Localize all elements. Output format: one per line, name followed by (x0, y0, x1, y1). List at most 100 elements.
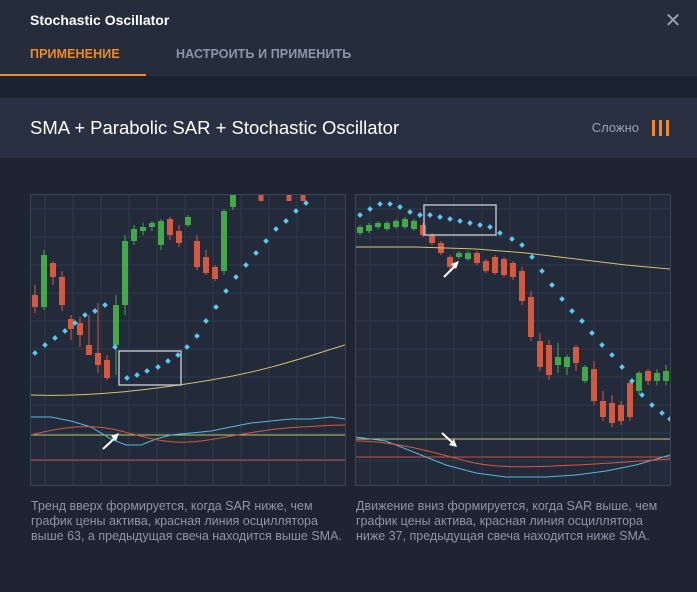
highlight-box (423, 204, 497, 236)
candle (654, 373, 660, 381)
candle (627, 383, 633, 417)
sar-dot (387, 201, 393, 207)
candle (501, 259, 507, 275)
sar-dot (82, 312, 88, 318)
sar-dot (273, 226, 279, 232)
sar-dot (569, 308, 575, 314)
oscillator-fast-line (356, 436, 670, 478)
sar-dot (467, 220, 473, 226)
example-caption-downtrend: Движение вниз формируется, когда SAR выш… (356, 499, 658, 543)
candle (429, 235, 435, 243)
candle (41, 255, 47, 307)
sar-dot (233, 274, 239, 280)
candle (546, 345, 552, 375)
candle (510, 263, 516, 277)
candle (95, 353, 101, 365)
candle (375, 223, 381, 227)
close-icon[interactable]: ✕ (664, 10, 682, 32)
window-header: Stochastic Oscillator ✕ ПРИМЕНЕНИЕ НАСТР… (0, 0, 697, 76)
sar-dot (144, 368, 150, 374)
sar-dot (539, 268, 545, 274)
candle (591, 369, 597, 401)
sma-line (356, 246, 670, 270)
sar-dot (243, 262, 249, 268)
candle (86, 345, 92, 355)
sar-dot (357, 212, 363, 218)
candle (384, 223, 390, 229)
sar-dot (213, 304, 219, 310)
sar-dot (165, 358, 171, 364)
sar-dot (102, 302, 108, 308)
sar-dot (559, 296, 565, 302)
sar-dot (194, 333, 200, 339)
active-tab-indicator (0, 74, 146, 76)
sar-dot (589, 330, 595, 336)
candle (203, 257, 209, 273)
sar-dot (263, 238, 269, 244)
candle (212, 267, 218, 279)
candle (555, 357, 561, 365)
candle (492, 257, 498, 273)
sar-dot (667, 416, 670, 422)
sar-dot (629, 378, 635, 384)
example-chart-uptrend (30, 194, 346, 486)
sar-dot (447, 216, 453, 222)
candle (140, 227, 146, 231)
candle (573, 347, 579, 363)
candle (131, 229, 137, 241)
candle (158, 221, 164, 245)
candle (167, 219, 173, 235)
tab-configure-and-apply[interactable]: НАСТРОИТЬ И ПРИМЕНИТЬ (176, 47, 352, 61)
candle (185, 217, 191, 225)
example-caption-uptrend: Тренд вверх формируется, когда SAR ниже,… (31, 499, 342, 543)
sar-dot (639, 392, 645, 398)
sar-dot (649, 402, 655, 408)
candle (519, 271, 525, 301)
sar-dot (32, 350, 38, 356)
candle (104, 360, 110, 378)
sar-dot (134, 372, 140, 378)
candle (59, 277, 65, 305)
strategy-title: SMA + Parabolic SAR + Stochastic Oscilla… (30, 117, 400, 138)
candle (537, 341, 543, 367)
candle (176, 231, 182, 243)
candle (420, 225, 426, 235)
sar-dot (155, 364, 161, 370)
candle (77, 323, 83, 335)
candle (113, 305, 119, 345)
sar-dot (487, 224, 493, 230)
oscillator-fast-line (31, 416, 345, 446)
sar-dot (529, 254, 535, 260)
candle (122, 241, 128, 305)
sar-dot (52, 335, 58, 341)
oscillator-slow-line (356, 440, 670, 468)
candle (357, 227, 363, 233)
arrow-up-right-icon (111, 433, 119, 441)
sma-line (31, 344, 345, 396)
sar-dot (112, 344, 118, 350)
candle (221, 211, 227, 271)
difficulty-bars-icon (652, 120, 670, 136)
header-gap (0, 76, 697, 98)
sar-dot (42, 342, 48, 348)
candle (564, 357, 570, 367)
candle (402, 219, 408, 227)
candle (456, 253, 462, 257)
sar-dot (253, 250, 259, 256)
candle (600, 401, 606, 417)
sar-dot (184, 344, 190, 350)
sar-dot (519, 242, 525, 248)
example-chart-downtrend (355, 194, 671, 486)
candle (663, 371, 669, 381)
arrow-up-right-icon (451, 261, 459, 269)
sar-dot (92, 308, 98, 314)
sar-dot (223, 288, 229, 294)
candle (149, 223, 155, 227)
candle (645, 371, 651, 381)
sar-dot (283, 218, 289, 224)
tab-apply[interactable]: ПРИМЕНЕНИЕ (30, 47, 120, 61)
highlight-box (118, 350, 182, 386)
candle (68, 319, 74, 329)
sar-dot (497, 230, 503, 236)
sar-dot (457, 218, 463, 224)
